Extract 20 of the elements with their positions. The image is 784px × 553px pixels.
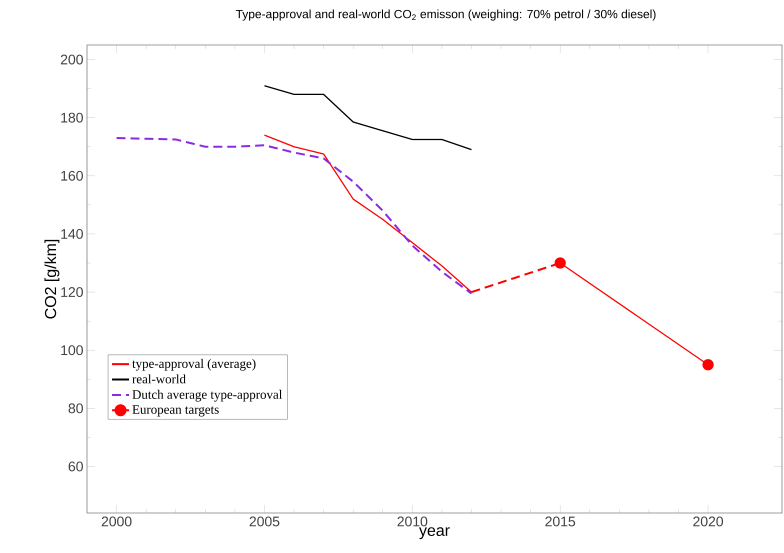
y-tick-label: 160 <box>61 170 83 181</box>
y-tick-label: 140 <box>61 228 83 239</box>
y-tick-label: 60 <box>68 462 83 472</box>
legend-label: real-world <box>132 374 186 384</box>
x-tick-label: 2000 <box>102 516 132 526</box>
y-tick-label: 100 <box>61 345 83 356</box>
legend-label: Dutch average type-approval <box>132 390 282 402</box>
y-tick-label: 180 <box>61 112 83 123</box>
y-tick-label: 120 <box>61 287 83 298</box>
x-tick-label: 2020 <box>693 516 724 526</box>
chart-title: Type-approval and real-world CO$_{2}$ emisson (weighing: 70% petrol / 30% diesel) <box>236 10 656 21</box>
y-tick-label: 200 <box>60 54 83 64</box>
legend-label: type-approval (average) <box>132 358 256 371</box>
x-tick-label: 2005 <box>250 516 280 526</box>
x-axis-title: year <box>419 527 450 540</box>
y-axis-title: CO2 [g/km] <box>44 240 60 318</box>
x-tick-label: 2010 <box>398 516 428 526</box>
legend-label: European targets <box>132 405 219 417</box>
x-tick-label: 2015 <box>545 516 576 526</box>
y-tick-label: 80 <box>68 403 83 414</box>
